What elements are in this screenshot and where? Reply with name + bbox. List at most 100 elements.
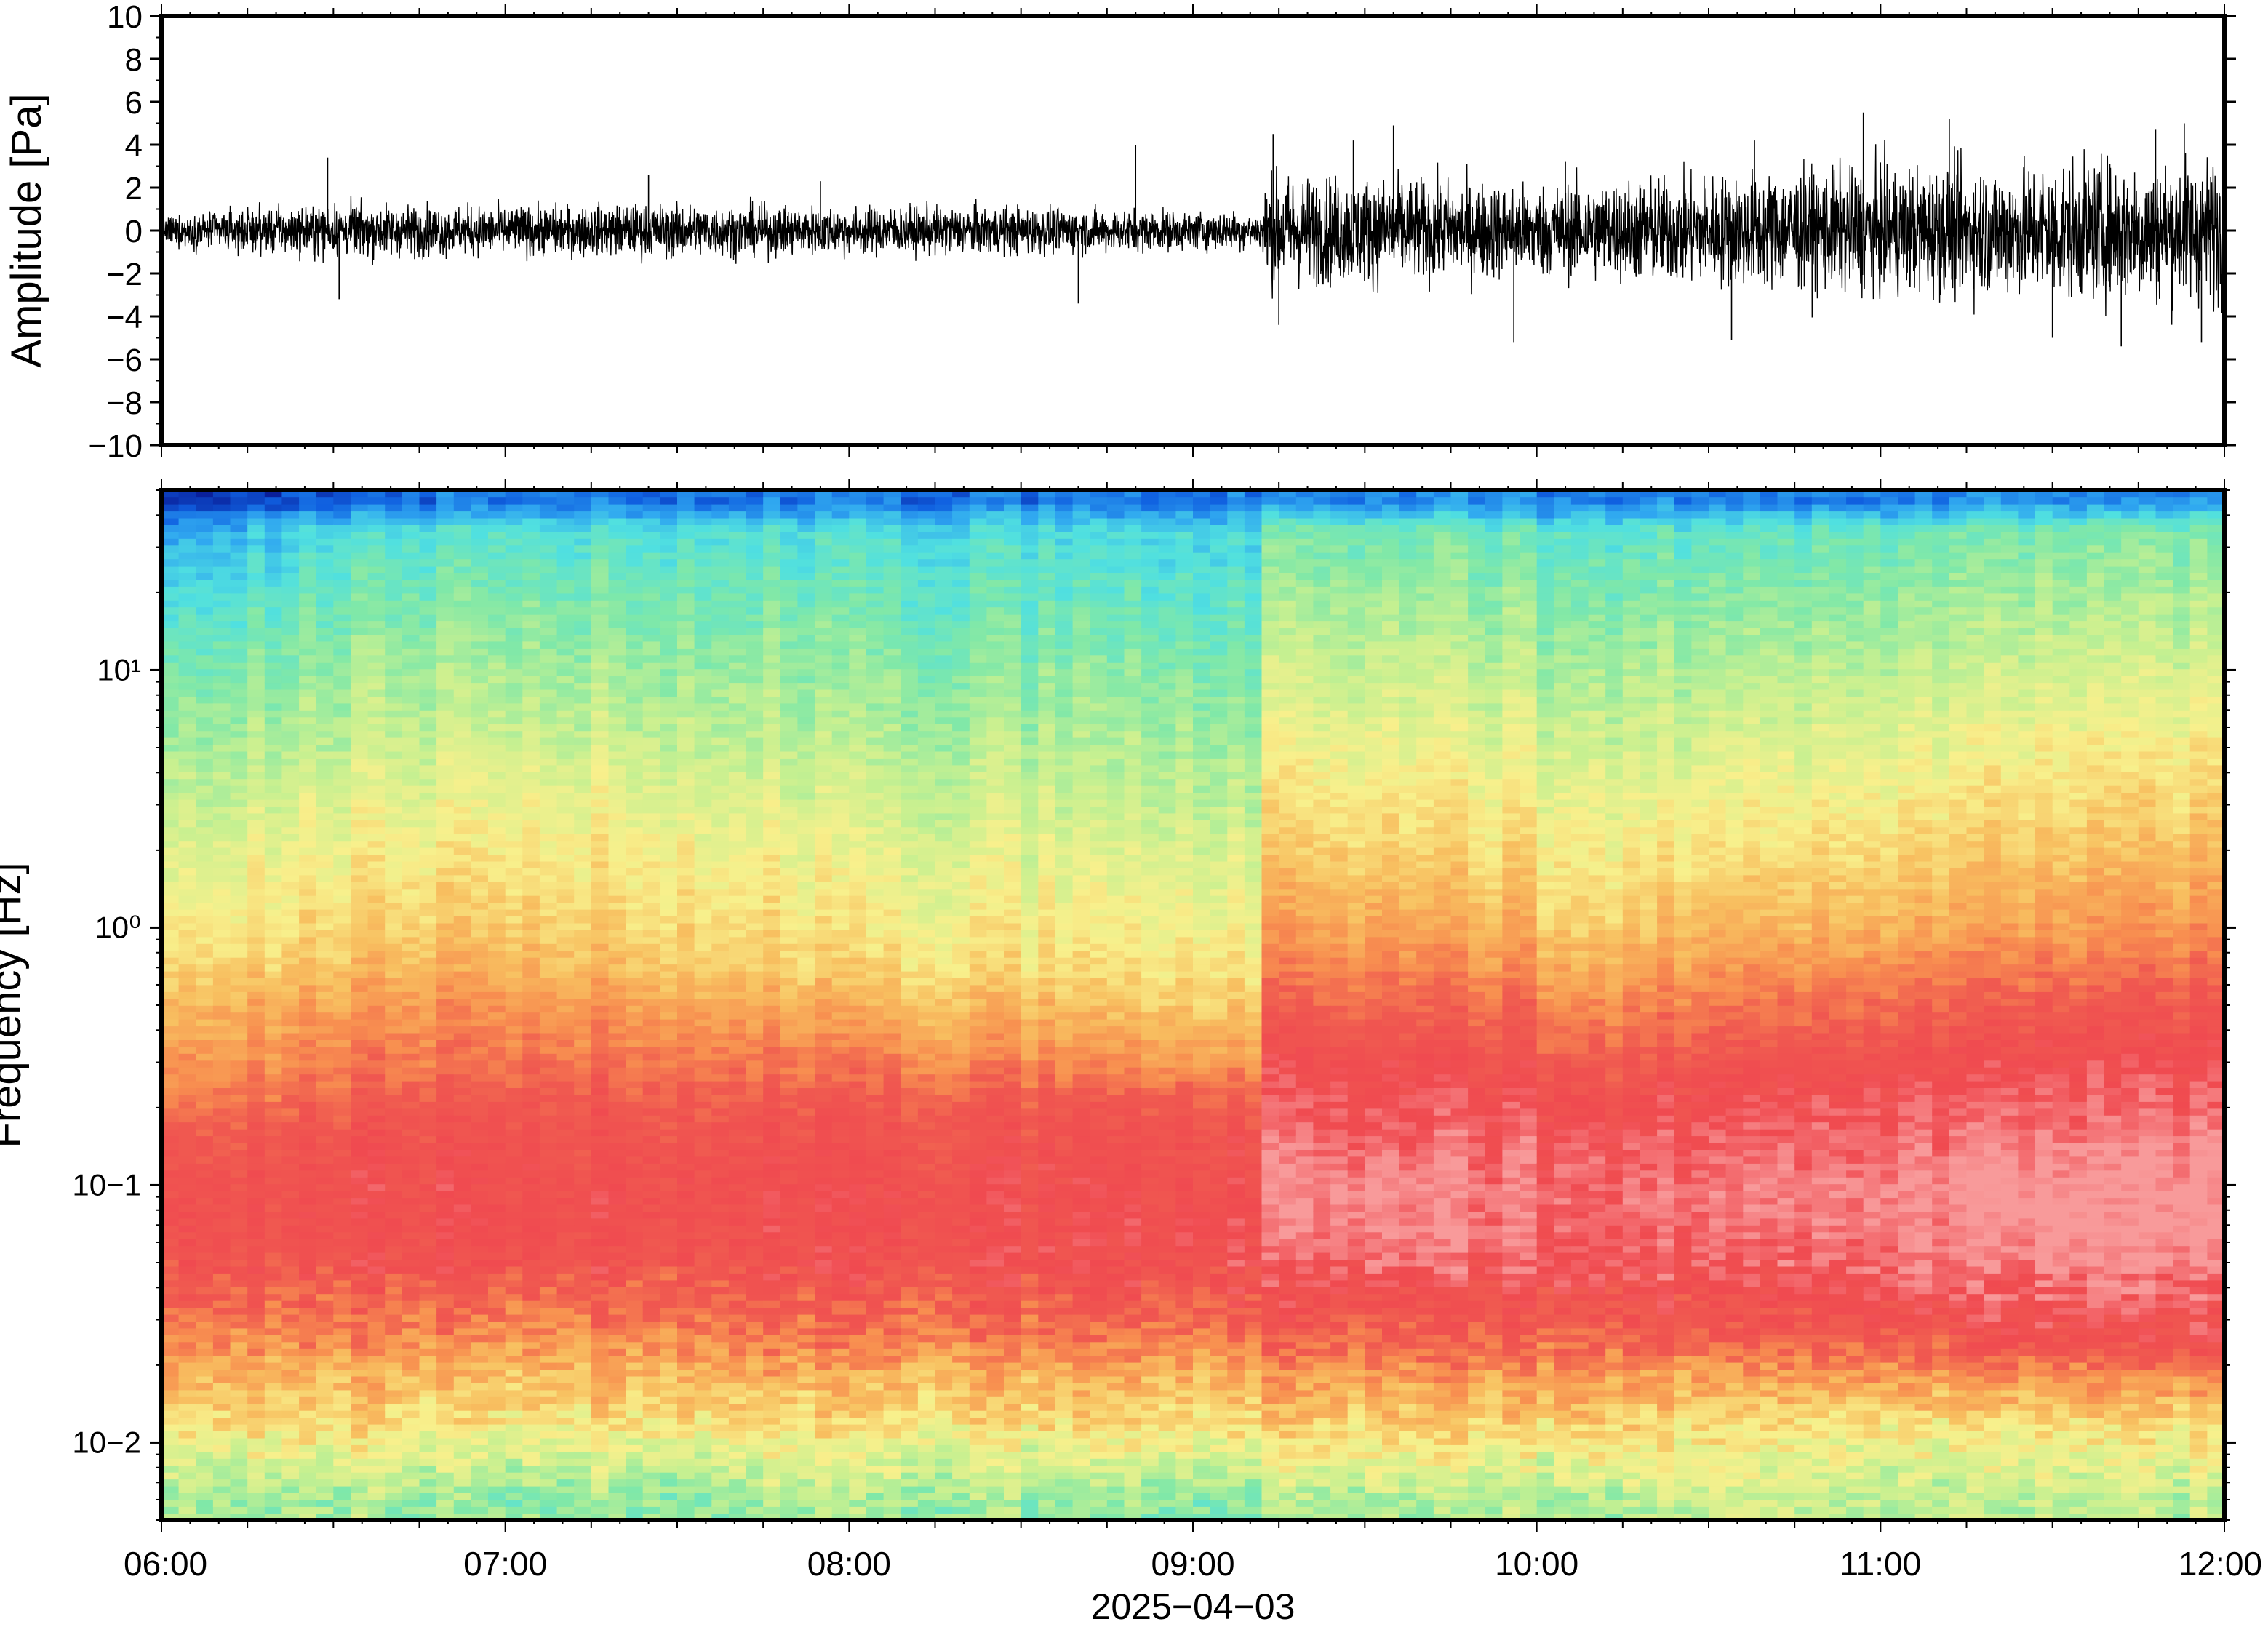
spectrogram-cell	[488, 1225, 506, 1232]
spectrogram-cell	[179, 1390, 196, 1397]
spectrogram-cell	[420, 923, 437, 930]
spectrogram-cell	[626, 1492, 643, 1500]
spectrogram-cell	[660, 696, 677, 703]
spectrogram-cell	[454, 1472, 471, 1479]
spectrogram-cell	[299, 641, 316, 649]
spectrogram-cell	[454, 724, 471, 731]
spectrogram-cell	[471, 1266, 488, 1274]
spectrogram-cell	[179, 532, 196, 539]
spectrogram-cell	[213, 854, 231, 861]
spectrogram-cell	[677, 861, 695, 868]
spectrogram-cell	[506, 710, 523, 717]
spectrogram-cell	[316, 607, 334, 615]
spectrogram-cell	[247, 655, 265, 663]
spectrogram-cell	[402, 1396, 420, 1404]
spectrogram-cell	[179, 943, 196, 951]
spectrogram-cell	[161, 991, 179, 999]
spectrogram-cell	[213, 1204, 231, 1212]
spectrogram-cell	[643, 724, 660, 731]
spectrogram-cell	[385, 806, 402, 813]
spectrogram-cell	[420, 566, 437, 573]
spectrogram-cell	[385, 971, 402, 978]
spectrogram-cell	[247, 937, 265, 944]
spectrogram-cell	[626, 655, 643, 663]
spectrogram-cell	[368, 985, 386, 992]
spectrogram-cell	[436, 1328, 454, 1335]
spectrogram-cell	[557, 930, 575, 937]
spectrogram-cell	[265, 1266, 282, 1274]
spectrogram-cell	[609, 1479, 626, 1486]
spectrogram-cell	[402, 1404, 420, 1411]
spectrogram-cell	[333, 662, 351, 669]
spectrogram-cell	[281, 1300, 299, 1308]
spectrogram-cell	[660, 1479, 677, 1486]
spectrogram-cell	[333, 511, 351, 518]
spectrogram-cell	[196, 1047, 213, 1054]
spectrogram-cell	[385, 1129, 402, 1136]
spectrogram-cell	[385, 799, 402, 807]
spectrogram-cell	[557, 662, 575, 669]
spectrogram-cell	[368, 785, 386, 793]
spectrogram-cell	[695, 779, 712, 786]
spectrogram-cell	[316, 1245, 334, 1252]
spectrogram-cell	[591, 1005, 609, 1012]
spectrogram-cell	[488, 1019, 506, 1026]
spectrogram-cell	[420, 1273, 437, 1280]
spectrogram-cell	[540, 937, 557, 944]
spectrogram-cell	[660, 668, 677, 676]
spectrogram-cell	[436, 847, 454, 855]
spectrogram-cell	[591, 1074, 609, 1081]
spectrogram-cell	[540, 1005, 557, 1012]
spectrogram-cell	[231, 813, 248, 820]
spectrogram-cell	[471, 620, 488, 628]
spectrogram-cell	[247, 532, 265, 539]
spectrogram-cell	[299, 1424, 316, 1431]
spectrogram-cell	[265, 1225, 282, 1232]
spectrogram-cell	[351, 971, 368, 978]
spectrogram-cell	[488, 580, 506, 587]
spectrogram-cell	[660, 1486, 677, 1493]
spectrogram-cell	[626, 1163, 643, 1170]
spectrogram-cell	[454, 717, 471, 724]
spectrogram-cell	[488, 518, 506, 525]
spectrogram-cell	[695, 861, 712, 868]
spectrogram-cell	[179, 724, 196, 731]
spectrogram-cell	[385, 710, 402, 717]
spectrogram-cell	[351, 1362, 368, 1370]
spectrogram-cell	[420, 840, 437, 847]
spectrogram-cell	[368, 524, 386, 532]
spectrogram-cell	[351, 607, 368, 615]
spectrogram-cell	[540, 1074, 557, 1081]
spectrogram-cell	[351, 1067, 368, 1074]
spectrogram-cell	[540, 916, 557, 923]
spectrogram-cell	[488, 902, 506, 909]
spectrogram-cell	[333, 1362, 351, 1370]
spectrogram-cell	[591, 1500, 609, 1507]
spectrogram-cell	[488, 1087, 506, 1095]
spectrogram-cell	[333, 717, 351, 724]
spectrogram-cell	[196, 799, 213, 807]
spectrogram-cell	[436, 572, 454, 580]
spectrogram-cell	[436, 1135, 454, 1143]
spectrogram-cell	[660, 820, 677, 827]
spectrogram-cell	[695, 1170, 712, 1178]
spectrogram-cell	[402, 737, 420, 745]
spectrogram-cell	[574, 1115, 591, 1122]
spectrogram-cell	[557, 1197, 575, 1204]
spectrogram-cell	[420, 957, 437, 964]
spectrogram-cell	[196, 861, 213, 868]
spectrogram-cell	[540, 1390, 557, 1397]
spectrogram-cell	[161, 1087, 179, 1095]
spectrogram-cell	[643, 504, 660, 511]
spectrogram-cell	[231, 504, 248, 511]
spectrogram-cell	[402, 916, 420, 923]
spectrogram-cell	[247, 758, 265, 765]
spectrogram-cell	[436, 1087, 454, 1095]
spectrogram-cell	[522, 813, 540, 820]
spectrogram-cell	[677, 1101, 695, 1108]
spectrogram-cell	[609, 1417, 626, 1424]
spectrogram-cell	[179, 689, 196, 697]
spectrogram-cell	[471, 1115, 488, 1122]
spectrogram-cell	[471, 1252, 488, 1260]
